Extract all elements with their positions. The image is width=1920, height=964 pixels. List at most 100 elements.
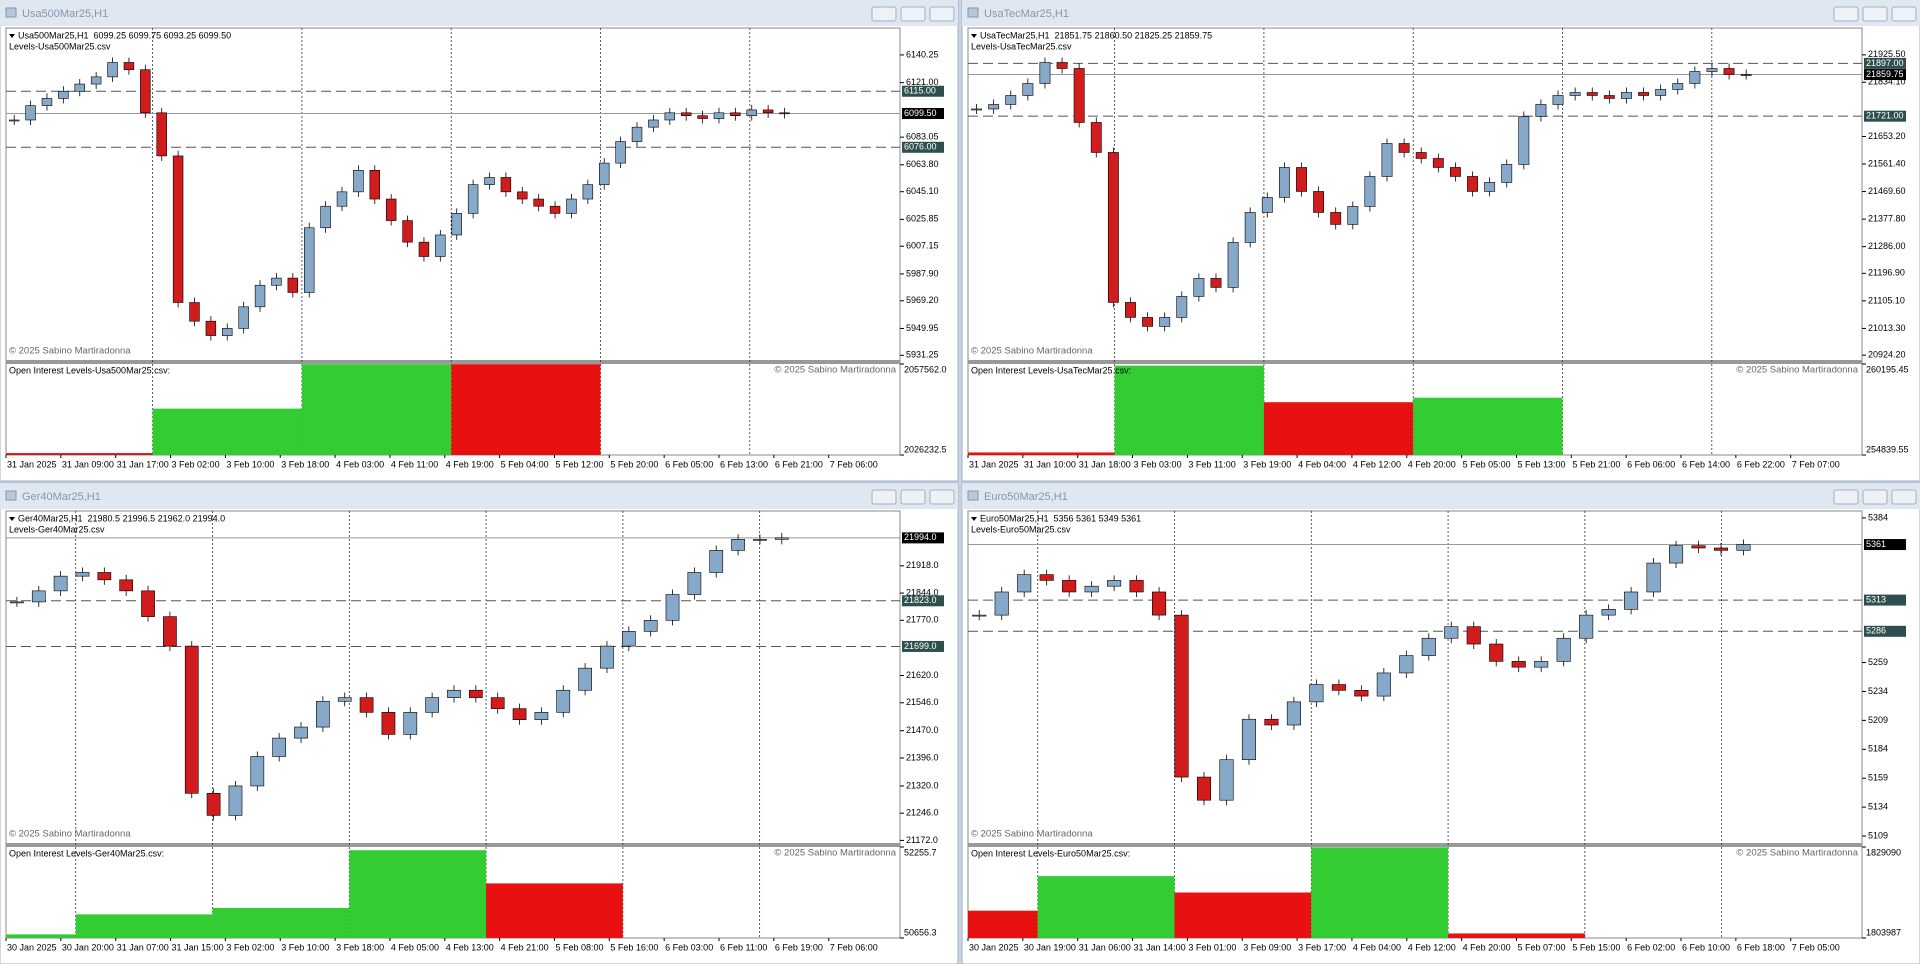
- candle: [643, 620, 658, 632]
- candle: [578, 667, 592, 691]
- time-tick-label: 6 Feb 10:00: [1682, 942, 1730, 952]
- candle: [1219, 759, 1234, 801]
- level-tag: [902, 141, 944, 153]
- candle: [254, 284, 266, 308]
- time-tick-label: 31 Jan 14:00: [1134, 942, 1186, 952]
- level-tag: [1864, 625, 1906, 637]
- time-tick-label: 3 Feb 09:00: [1243, 942, 1291, 952]
- maximize-button[interactable]: [1862, 489, 1888, 505]
- close-button[interactable]: [929, 489, 955, 505]
- minimize-button[interactable]: [1833, 489, 1859, 505]
- candle: [1534, 661, 1549, 668]
- time-tick-label: 4 Feb 21:00: [501, 942, 549, 952]
- candle: [615, 141, 626, 164]
- level-label: 6076.00: [904, 142, 937, 152]
- price-tick-label: 5949.95: [906, 323, 939, 333]
- candle: [1176, 296, 1188, 318]
- price-tick-label: 21770.0: [906, 615, 939, 625]
- copyright: © 2025 Sabino Martiradonna: [9, 829, 131, 840]
- candle: [1347, 206, 1359, 225]
- candle: [1210, 278, 1222, 288]
- price-tick-label: 21396.0: [906, 752, 939, 762]
- candle: [451, 213, 462, 236]
- time-tick-label: 4 Feb 04:00: [1298, 459, 1346, 469]
- oi-bar: [1263, 402, 1414, 455]
- candle: [972, 614, 987, 617]
- minimize-button[interactable]: [871, 6, 897, 22]
- chart-window: Ger40Mar25,H1 52255.7 50656.3 Open Interest…: [0, 482, 959, 964]
- close-button[interactable]: [1891, 6, 1917, 22]
- pane-separator: [968, 843, 1862, 847]
- oi-tick-label: 50656.3: [904, 927, 937, 937]
- candle: [468, 689, 483, 698]
- candle: [1227, 242, 1239, 288]
- candle: [316, 700, 330, 728]
- close-button[interactable]: [1891, 489, 1917, 505]
- price-tick-label: 21561.40: [1868, 158, 1906, 168]
- candle: [1535, 104, 1547, 117]
- price-tick-label: 5987.90: [906, 268, 939, 278]
- minimize-button[interactable]: [1833, 6, 1859, 22]
- oi-bar: [968, 910, 1038, 938]
- candle: [205, 320, 217, 336]
- candle: [1056, 62, 1068, 69]
- candle: [1364, 176, 1376, 207]
- time-tick-label: 3 Feb 18:00: [281, 459, 329, 469]
- pane-separator: [968, 360, 1862, 364]
- maximize-button[interactable]: [900, 489, 926, 505]
- maximize-button[interactable]: [900, 6, 926, 22]
- candle: [1586, 92, 1598, 96]
- candle: [1415, 152, 1427, 159]
- oi-tick-label: 2026232.5: [904, 444, 947, 454]
- candle: [359, 697, 374, 713]
- candle: [1381, 143, 1393, 177]
- time-tick-label: 31 Jan 10:00: [1024, 459, 1076, 469]
- candle: [549, 205, 561, 214]
- time-tick-label: 3 Feb 02:00: [172, 459, 220, 469]
- candle: [1142, 317, 1154, 327]
- candle: [746, 109, 757, 116]
- oi-bar: [301, 364, 452, 455]
- time-tick-label: 3 Feb 03:00: [1134, 459, 1182, 469]
- price-tick-label: 21320.0: [906, 780, 939, 790]
- candle: [1579, 614, 1594, 639]
- maximize-button[interactable]: [1862, 6, 1888, 22]
- copyright: © 2025 Sabino Martiradonna: [971, 829, 1093, 840]
- time-tick-label: 31 Jan 17:00: [117, 459, 169, 469]
- candle: [1421, 637, 1436, 656]
- candle: [1672, 83, 1684, 90]
- window-icon: [967, 7, 979, 18]
- candle: [1022, 83, 1034, 96]
- time-tick-label: 3 Feb 18:00: [336, 942, 384, 952]
- candle: [534, 712, 549, 720]
- candle: [709, 550, 724, 573]
- time-tick-label: 31 Jan 09:00: [62, 459, 114, 469]
- candle: [53, 575, 68, 592]
- candle: [774, 537, 789, 540]
- time-tick-label: 3 Feb 19:00: [1243, 459, 1291, 469]
- candle: [189, 302, 200, 322]
- minimize-button[interactable]: [871, 489, 897, 505]
- oi-copyright: © 2025 Sabino Martiradonna: [1736, 848, 1858, 859]
- candle: [10, 601, 24, 604]
- price-tick-label: 6140.25: [906, 49, 939, 59]
- candle: [1432, 158, 1444, 168]
- time-tick-label: 6 Feb 03:00: [665, 942, 713, 952]
- last-price-tag: [1864, 539, 1906, 551]
- candle: [730, 112, 741, 116]
- candle: [250, 756, 265, 787]
- time-tick-label: 4 Feb 20:00: [1463, 942, 1511, 952]
- chart-window: Usa500Mar25,H1 2057562.0 2026232.5 Open Int…: [0, 0, 959, 482]
- candle: [1655, 89, 1667, 96]
- time-tick-label: 4 Feb 13:00: [446, 942, 494, 952]
- candle: [1489, 643, 1504, 662]
- candle: [228, 785, 243, 816]
- close-button[interactable]: [929, 6, 955, 22]
- candle: [621, 631, 636, 647]
- price-tick-label: 21653.20: [1868, 131, 1906, 141]
- candle: [500, 177, 512, 193]
- time-tick-label: 31 Jan 06:00: [1079, 942, 1131, 952]
- candle: [8, 119, 20, 122]
- candle: [402, 220, 413, 243]
